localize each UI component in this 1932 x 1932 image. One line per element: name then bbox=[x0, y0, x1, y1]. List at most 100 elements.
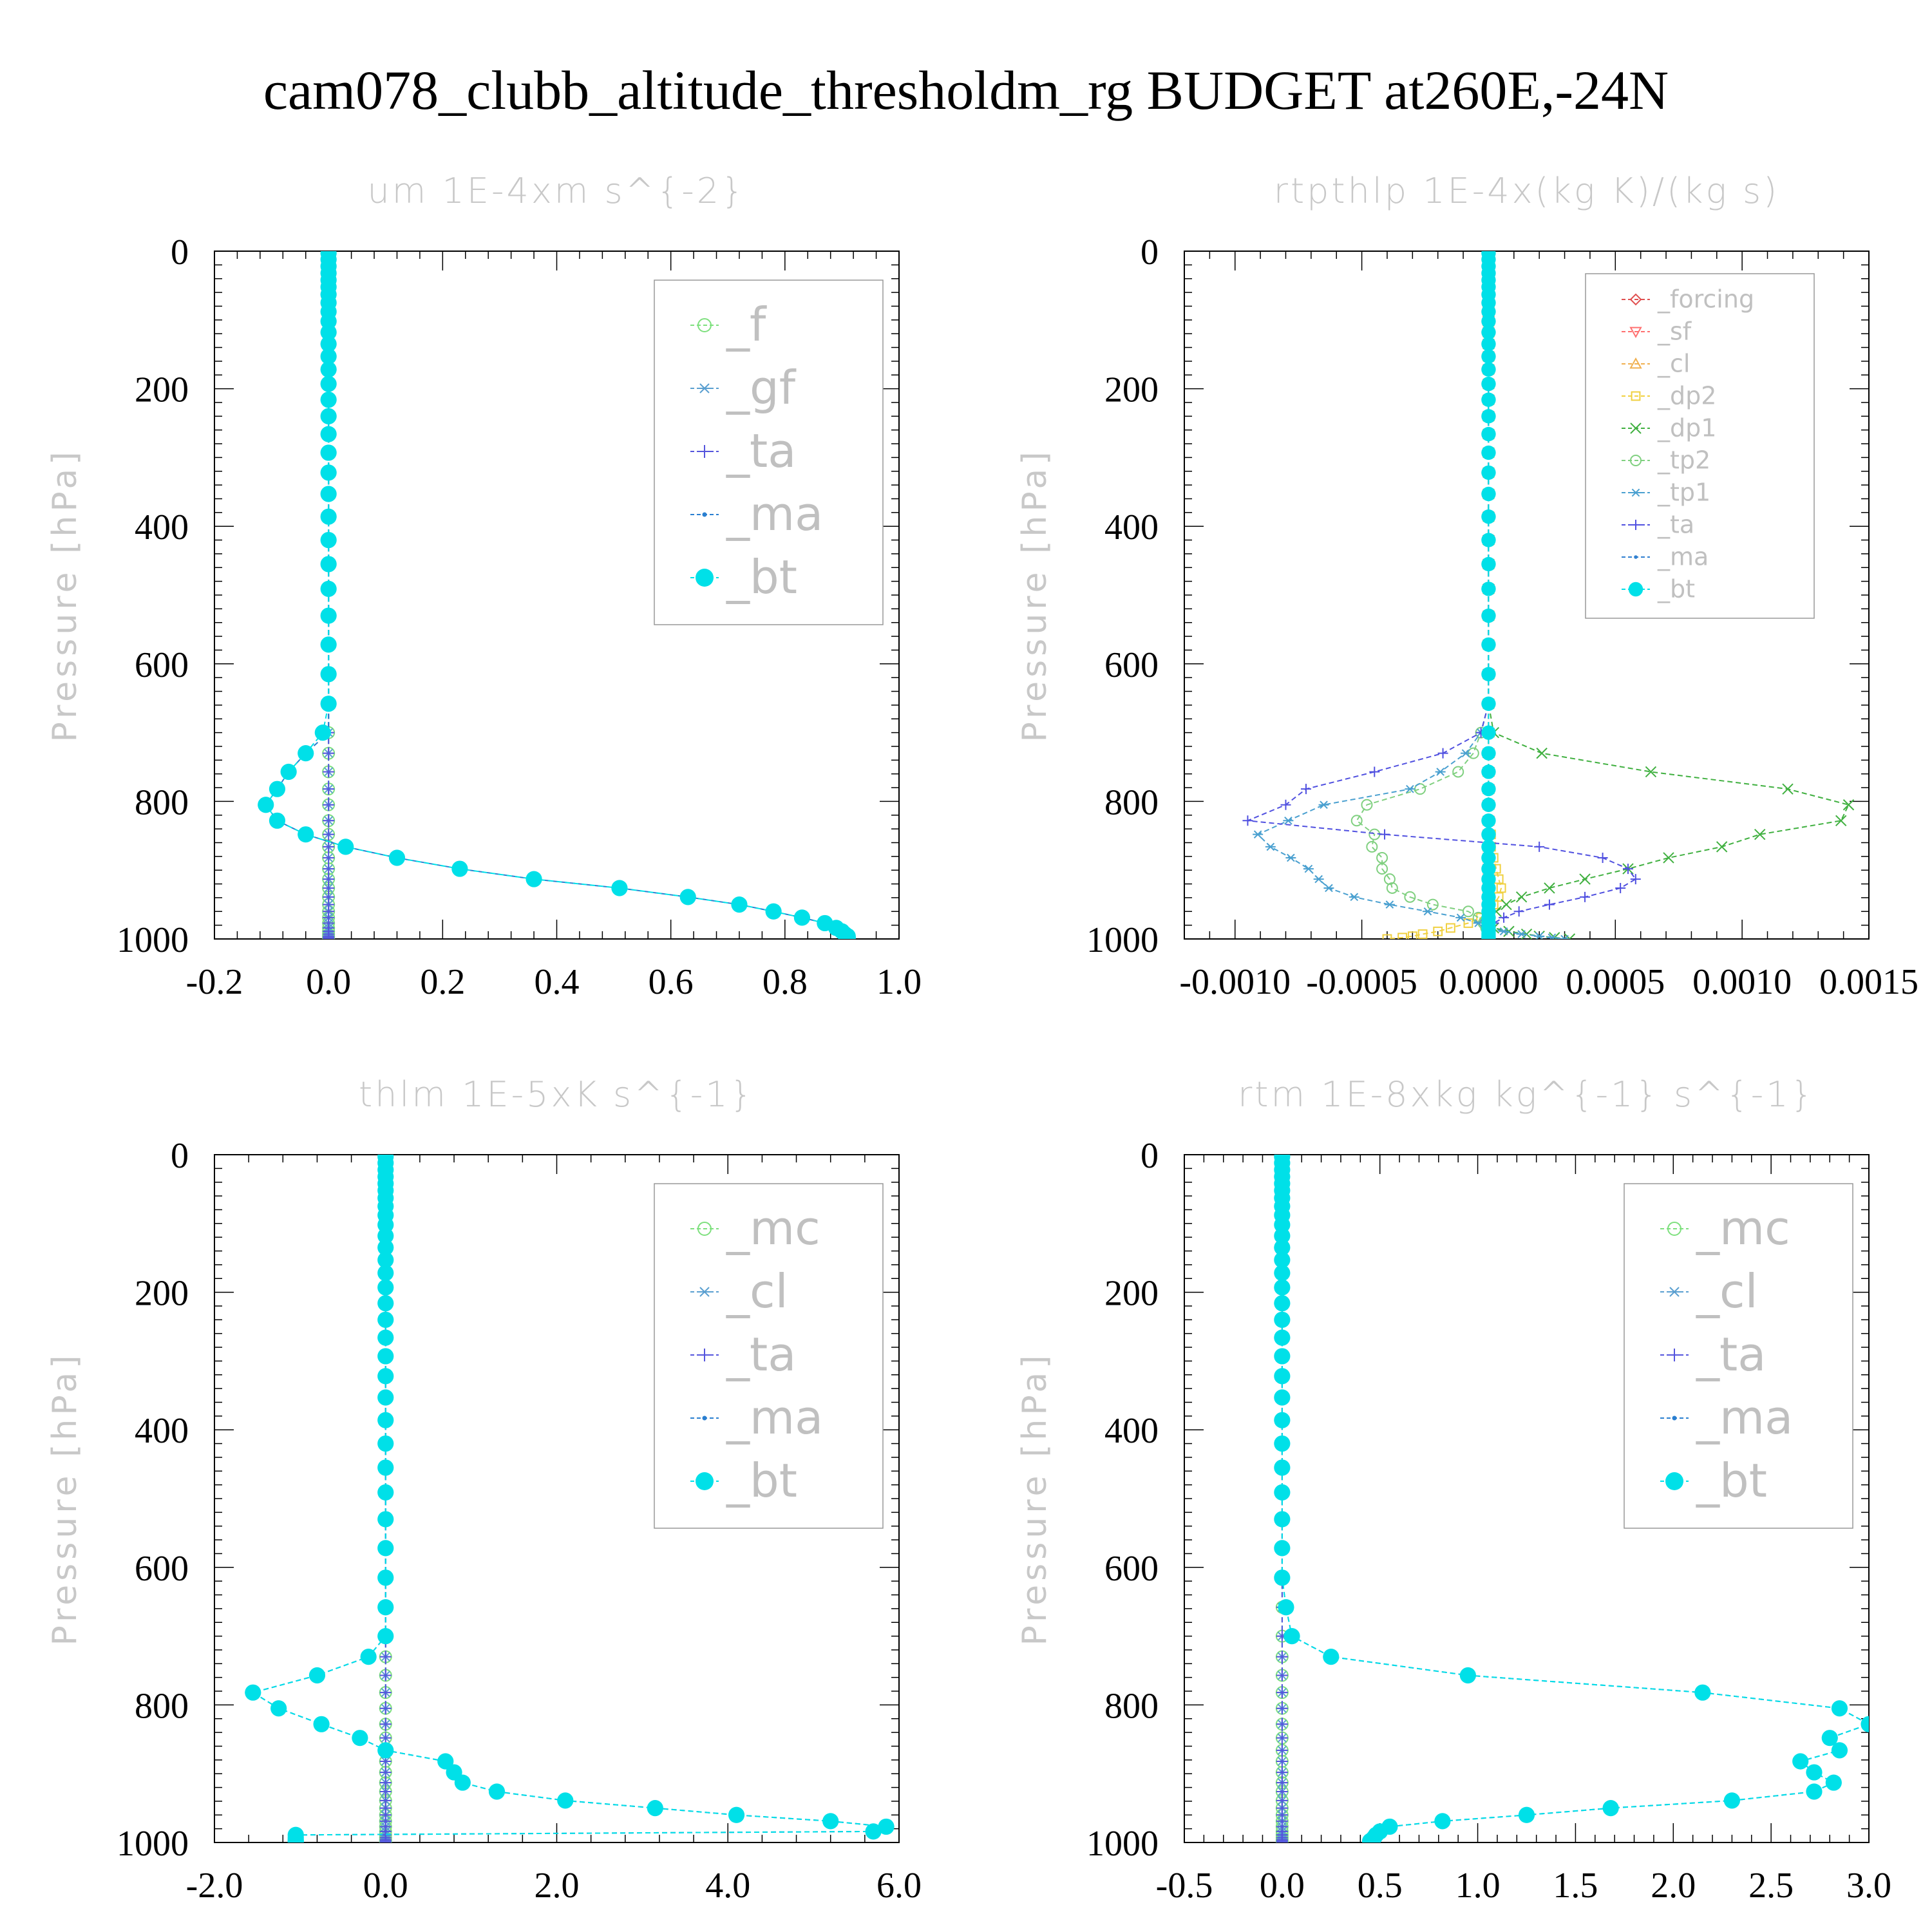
data-point-bt bbox=[1274, 1279, 1291, 1296]
x-tick-label: -2.0 bbox=[186, 1866, 243, 1906]
data-point-dp1 bbox=[1716, 841, 1728, 853]
data-point-ta bbox=[1276, 1732, 1288, 1744]
y-tick-label: 1000 bbox=[1086, 920, 1159, 960]
data-point-bt bbox=[1481, 850, 1496, 866]
legend: _forcing _sf _cl _dp2 _dp1 _tp2 _tp1 _ta _ma _bt bbox=[1585, 273, 1815, 619]
legend-box bbox=[654, 1183, 884, 1529]
data-point-tp1 bbox=[1455, 913, 1466, 922]
data-point-bt bbox=[377, 1251, 394, 1269]
data-point-tp2 bbox=[1350, 815, 1363, 827]
data-point-bt bbox=[611, 880, 628, 896]
x-tick-label: 2.0 bbox=[1651, 1866, 1696, 1906]
data-point-tp1 bbox=[1546, 933, 1557, 939]
data-point-bt bbox=[320, 636, 337, 653]
legend-marker bbox=[702, 512, 707, 517]
data-point-bt bbox=[360, 1649, 377, 1665]
data-point-bt bbox=[1694, 1684, 1711, 1701]
data-point-bt bbox=[388, 849, 406, 866]
x-tick-label: 0.6 bbox=[649, 962, 694, 1002]
data-point-bt bbox=[377, 1511, 394, 1528]
data-point-bt bbox=[1831, 1700, 1848, 1717]
data-point-bt bbox=[1481, 533, 1496, 547]
data-point-ta bbox=[323, 851, 335, 864]
data-point-ta bbox=[379, 1837, 392, 1842]
data-point-ta bbox=[1276, 1755, 1288, 1767]
data-point-bt bbox=[1481, 797, 1496, 812]
data-point-bt bbox=[526, 871, 542, 887]
data-point-bt bbox=[320, 336, 337, 352]
data-point-ta bbox=[1437, 748, 1448, 759]
data-point-tp1 bbox=[1435, 768, 1446, 776]
data-point-tp1 bbox=[1283, 816, 1294, 825]
plot-area bbox=[258, 251, 856, 939]
data-point-tp1 bbox=[1265, 842, 1276, 851]
data-point-dp1 bbox=[1754, 828, 1766, 840]
data-point-bt bbox=[1481, 376, 1496, 392]
data-point-tp2 bbox=[1404, 891, 1416, 903]
data-point-ta bbox=[1276, 1651, 1288, 1663]
y-tick-label: 400 bbox=[135, 1411, 189, 1451]
data-point-dp2 bbox=[1493, 874, 1504, 884]
data-point-ta bbox=[379, 1651, 392, 1663]
legend: _mc _cl _ta _ma _bt bbox=[1624, 1183, 1853, 1529]
legend-marker bbox=[1672, 1416, 1677, 1421]
data-point-ta bbox=[323, 840, 335, 853]
legend-marker bbox=[698, 1349, 711, 1361]
legend-label: _cl bbox=[726, 1264, 788, 1318]
data-point-tp1 bbox=[1318, 800, 1329, 810]
x-tick-label: 0.0010 bbox=[1692, 962, 1792, 1002]
legend-marker bbox=[697, 318, 712, 332]
data-point-bt bbox=[437, 1753, 454, 1770]
y-tick-label: 400 bbox=[1104, 1411, 1159, 1451]
data-point-dp2 bbox=[1433, 926, 1443, 936]
data-point-bt bbox=[793, 909, 811, 926]
data-point-ta bbox=[1276, 1702, 1288, 1714]
data-point-bt bbox=[1283, 1628, 1300, 1645]
data-point-bt bbox=[377, 1348, 394, 1365]
data-point-ta bbox=[1300, 784, 1311, 795]
data-point-bt bbox=[320, 486, 337, 502]
legend-label: _bt bbox=[1657, 575, 1695, 603]
data-point-ta bbox=[323, 815, 335, 827]
data-point-bt bbox=[377, 1412, 394, 1428]
panel-um: um 1E-4xm s^{-2} Pressure [hPa] -0.2 0.0 0.2… bbox=[46, 171, 922, 1002]
legend-label: _ma bbox=[726, 487, 823, 541]
x-tick-label: 4.0 bbox=[705, 1866, 750, 1906]
data-point-dp1 bbox=[1501, 898, 1512, 911]
legend-label: _bt bbox=[726, 550, 797, 604]
y-tick-label: 600 bbox=[135, 1549, 189, 1589]
data-point-bt bbox=[1481, 556, 1496, 572]
data-point-bt bbox=[377, 1628, 394, 1645]
data-point-tp1 bbox=[1559, 934, 1570, 939]
data-point-bt bbox=[1481, 827, 1496, 842]
panel-title: um 1E-4xm s^{-2} bbox=[368, 171, 746, 211]
data-point-tp1 bbox=[1384, 900, 1395, 909]
legend-label: _mc bbox=[1696, 1201, 1790, 1255]
data-point-bt bbox=[647, 1800, 663, 1817]
legend-box bbox=[654, 279, 884, 625]
data-point-ta bbox=[1597, 852, 1608, 863]
y-tick-label: 200 bbox=[135, 1274, 189, 1314]
legend-label: _cl bbox=[1657, 350, 1690, 378]
data-point-bt bbox=[731, 896, 748, 913]
data-point-ta bbox=[379, 1732, 392, 1744]
x-tick-label: 0.0005 bbox=[1566, 962, 1665, 1002]
data-point-ta bbox=[323, 828, 335, 840]
data-point-bt bbox=[1831, 1742, 1848, 1759]
x-tick-label: -0.2 bbox=[186, 962, 243, 1002]
data-point-ta bbox=[1280, 799, 1291, 810]
data-point-bt bbox=[320, 324, 337, 341]
data-point-tp2 bbox=[1361, 799, 1373, 811]
data-point-bt bbox=[1481, 314, 1496, 329]
data-point-bt bbox=[865, 1823, 882, 1840]
data-point-bt bbox=[1806, 1764, 1823, 1781]
data-point-bt bbox=[320, 375, 337, 392]
y-tick-label: 0 bbox=[1141, 1136, 1159, 1176]
panel-thlm: thlm 1E-5xK s^{-1} Pressure [hPa] -2.0 0.0 2… bbox=[46, 1074, 922, 1906]
data-point-bt bbox=[1274, 1540, 1291, 1557]
data-point-bt bbox=[454, 1774, 471, 1791]
data-point-bt bbox=[320, 464, 337, 481]
data-point-ta bbox=[1276, 1837, 1288, 1842]
x-tick-label: 0.0015 bbox=[1819, 962, 1918, 1002]
legend-label: _bt bbox=[726, 1454, 797, 1508]
